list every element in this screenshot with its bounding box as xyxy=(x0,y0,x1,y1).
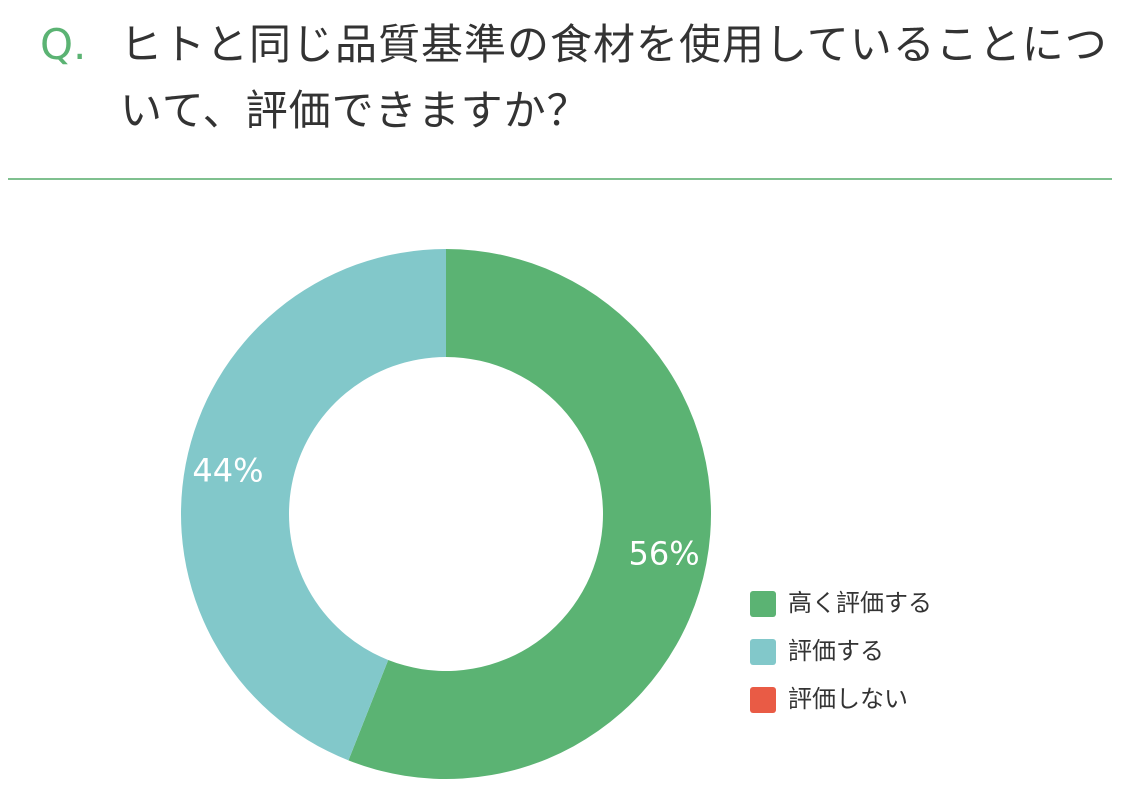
data-label: 56% xyxy=(629,535,700,573)
data-label: 44% xyxy=(192,451,263,489)
legend-swatch xyxy=(750,687,776,713)
donut-segment xyxy=(181,249,446,761)
legend-label: 評価しない xyxy=(788,685,908,713)
header: Q. ヒトと同じ品質基準の食材を使用していることについて、評価できますか？ xyxy=(40,12,1120,144)
legend-label: 高く評価する xyxy=(788,589,932,617)
chart-title: ヒトと同じ品質基準の食材を使用していることについて、評価できますか？ xyxy=(120,20,1108,135)
legend-swatch xyxy=(750,591,776,617)
donut-segment xyxy=(348,249,711,779)
legend-swatch xyxy=(750,639,776,665)
question-prefix: Q. xyxy=(40,20,87,69)
legend-label: 評価する xyxy=(788,637,884,665)
